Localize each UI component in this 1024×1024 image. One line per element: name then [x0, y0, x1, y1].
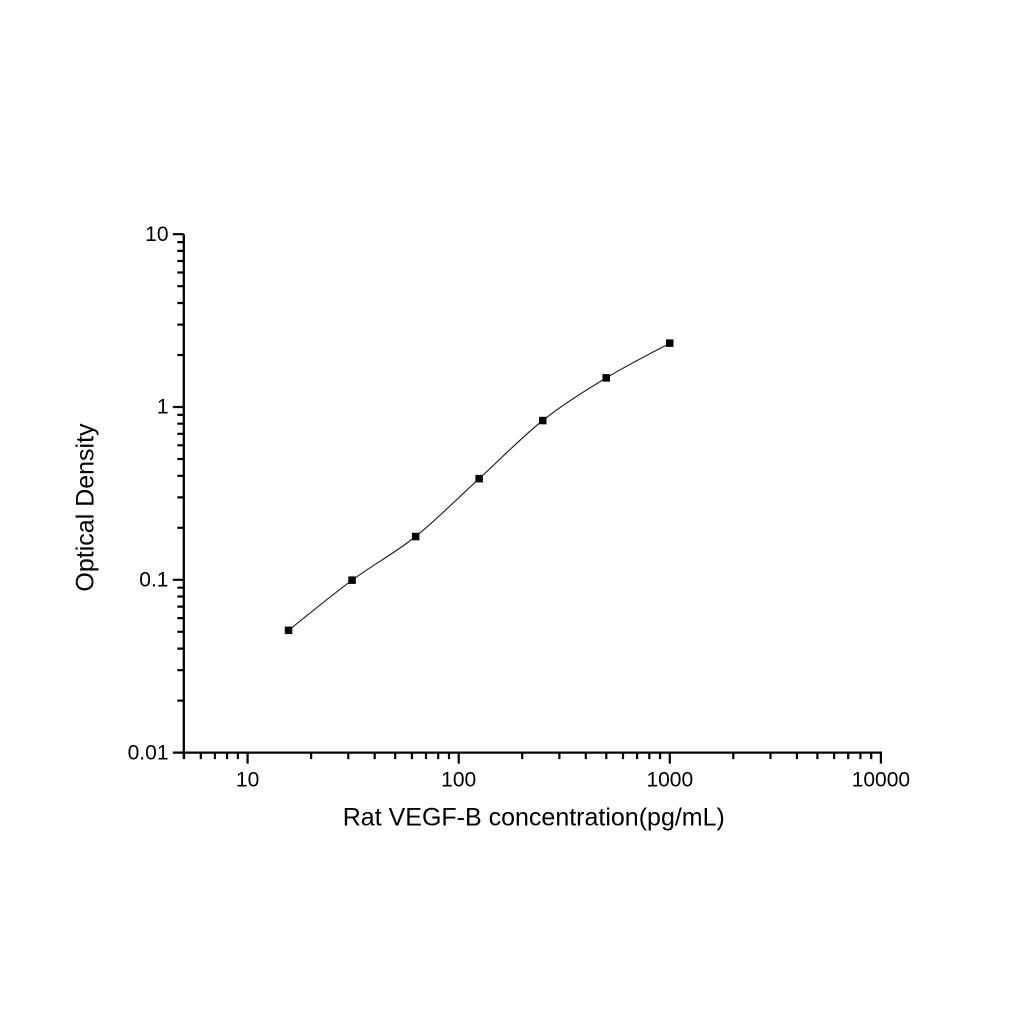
svg-text:10: 10 [145, 223, 168, 246]
svg-text:1000: 1000 [646, 768, 693, 791]
svg-text:0.01: 0.01 [128, 741, 169, 764]
svg-text:0.1: 0.1 [139, 569, 168, 592]
svg-text:Rat VEGF-B concentration(pg/mL: Rat VEGF-B concentration(pg/mL) [343, 804, 725, 832]
svg-text:100: 100 [441, 768, 476, 791]
svg-text:1: 1 [157, 396, 169, 419]
svg-text:10: 10 [236, 768, 259, 791]
svg-text:10000: 10000 [852, 768, 910, 791]
svg-text:Optical Density: Optical Density [71, 423, 99, 592]
